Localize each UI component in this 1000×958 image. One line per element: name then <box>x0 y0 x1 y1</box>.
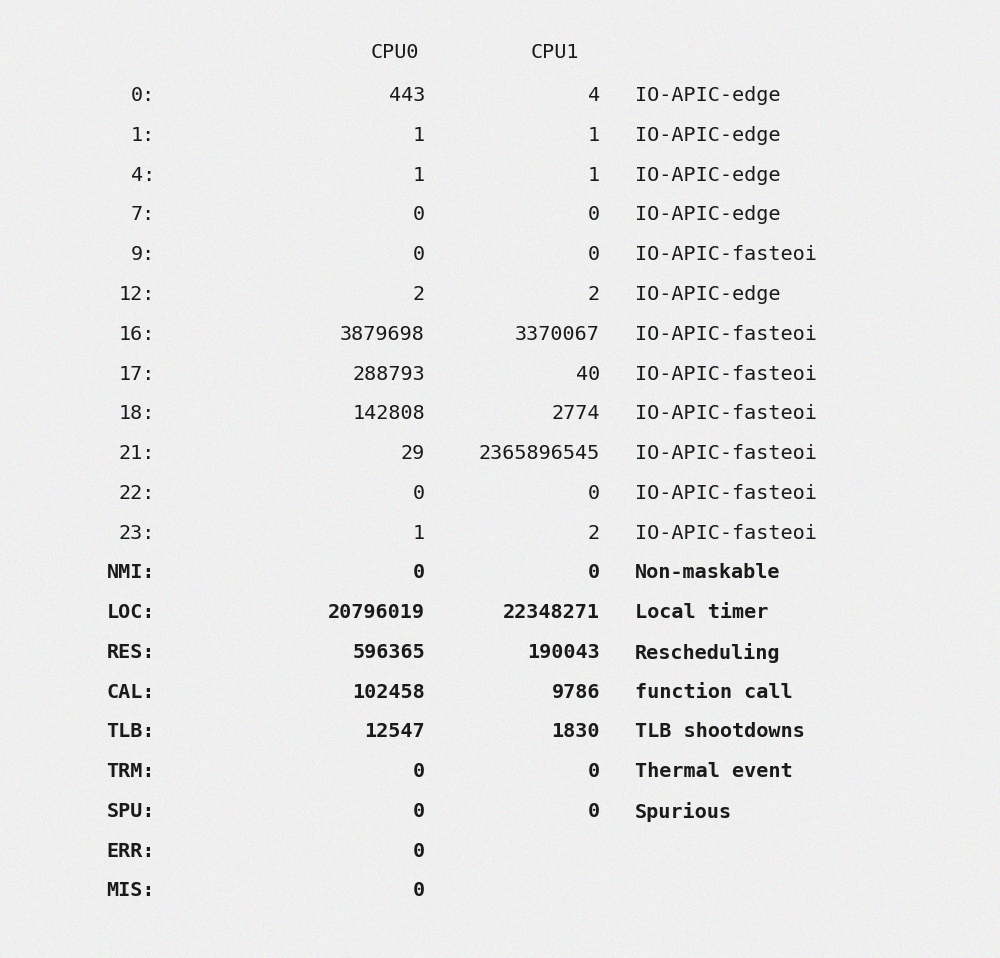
Text: 0: 0 <box>413 881 425 901</box>
Text: 190043: 190043 <box>527 643 600 662</box>
Text: CPU1: CPU1 <box>531 43 579 62</box>
Text: 1830: 1830 <box>552 722 600 741</box>
Text: IO-APIC-fasteoi: IO-APIC-fasteoi <box>635 484 817 503</box>
Text: 1: 1 <box>413 523 425 542</box>
Text: 12:: 12: <box>119 285 155 304</box>
Text: IO-APIC-fasteoi: IO-APIC-fasteoi <box>635 245 817 264</box>
Text: CPU0: CPU0 <box>371 43 419 62</box>
Text: 23:: 23: <box>119 523 155 542</box>
Text: Local timer: Local timer <box>635 604 768 622</box>
Text: Thermal event: Thermal event <box>635 763 793 781</box>
Text: 142808: 142808 <box>352 404 425 423</box>
Text: 3879698: 3879698 <box>340 325 425 344</box>
Text: 0: 0 <box>588 484 600 503</box>
Text: 18:: 18: <box>119 404 155 423</box>
Text: MIS:: MIS: <box>106 881 155 901</box>
Text: LOC:: LOC: <box>106 604 155 622</box>
Text: 21:: 21: <box>119 445 155 463</box>
Text: SPU:: SPU: <box>106 802 155 821</box>
Text: IO-APIC-fasteoi: IO-APIC-fasteoi <box>635 523 817 542</box>
Text: TLB:: TLB: <box>106 722 155 741</box>
Text: 443: 443 <box>389 86 425 105</box>
Text: IO-APIC-edge: IO-APIC-edge <box>635 205 780 224</box>
Text: IO-APIC-edge: IO-APIC-edge <box>635 166 780 185</box>
Text: 596365: 596365 <box>352 643 425 662</box>
Text: 1: 1 <box>588 126 600 145</box>
Text: 0: 0 <box>413 763 425 781</box>
Text: 29: 29 <box>401 445 425 463</box>
Text: function call: function call <box>635 683 793 701</box>
Text: 288793: 288793 <box>352 365 425 383</box>
Text: CAL:: CAL: <box>106 683 155 701</box>
Text: Spurious: Spurious <box>635 802 732 822</box>
Text: 4:: 4: <box>131 166 155 185</box>
Text: 12547: 12547 <box>364 722 425 741</box>
Text: 2774: 2774 <box>552 404 600 423</box>
Text: 40: 40 <box>576 365 600 383</box>
Text: TRM:: TRM: <box>106 763 155 781</box>
Text: IO-APIC-fasteoi: IO-APIC-fasteoi <box>635 365 817 383</box>
Text: TLB shootdowns: TLB shootdowns <box>635 722 805 741</box>
Text: IO-APIC-edge: IO-APIC-edge <box>635 86 780 105</box>
Text: RES:: RES: <box>106 643 155 662</box>
Text: 0: 0 <box>588 205 600 224</box>
Text: Rescheduling: Rescheduling <box>635 643 780 663</box>
Text: 4: 4 <box>588 86 600 105</box>
Text: IO-APIC-fasteoi: IO-APIC-fasteoi <box>635 404 817 423</box>
Text: 9786: 9786 <box>552 683 600 701</box>
Text: Non-maskable: Non-maskable <box>635 563 780 582</box>
Text: IO-APIC-edge: IO-APIC-edge <box>635 126 780 145</box>
Text: IO-APIC-fasteoi: IO-APIC-fasteoi <box>635 325 817 344</box>
Text: 2: 2 <box>588 285 600 304</box>
Text: 7:: 7: <box>131 205 155 224</box>
Text: 102458: 102458 <box>352 683 425 701</box>
Text: 0: 0 <box>413 563 425 582</box>
Text: 0: 0 <box>588 802 600 821</box>
Text: 0: 0 <box>588 563 600 582</box>
Text: 0: 0 <box>413 842 425 860</box>
Text: 20796019: 20796019 <box>328 604 425 622</box>
Text: 0: 0 <box>413 245 425 264</box>
Text: 16:: 16: <box>119 325 155 344</box>
Text: 0: 0 <box>413 802 425 821</box>
Text: 22:: 22: <box>119 484 155 503</box>
Text: IO-APIC-fasteoi: IO-APIC-fasteoi <box>635 445 817 463</box>
Text: 0: 0 <box>413 484 425 503</box>
Text: 1:: 1: <box>131 126 155 145</box>
Text: ERR:: ERR: <box>106 842 155 860</box>
Text: 17:: 17: <box>119 365 155 383</box>
Text: 1: 1 <box>588 166 600 185</box>
Text: 0: 0 <box>588 245 600 264</box>
Text: 0:: 0: <box>131 86 155 105</box>
Text: 2: 2 <box>588 523 600 542</box>
Text: 9:: 9: <box>131 245 155 264</box>
Text: 0: 0 <box>588 763 600 781</box>
Text: NMI:: NMI: <box>106 563 155 582</box>
Text: 0: 0 <box>413 205 425 224</box>
Text: 22348271: 22348271 <box>503 604 600 622</box>
Text: 1: 1 <box>413 126 425 145</box>
Text: IO-APIC-edge: IO-APIC-edge <box>635 285 780 304</box>
Text: 2365896545: 2365896545 <box>479 445 600 463</box>
Text: 3370067: 3370067 <box>515 325 600 344</box>
Text: 1: 1 <box>413 166 425 185</box>
Text: 2: 2 <box>413 285 425 304</box>
